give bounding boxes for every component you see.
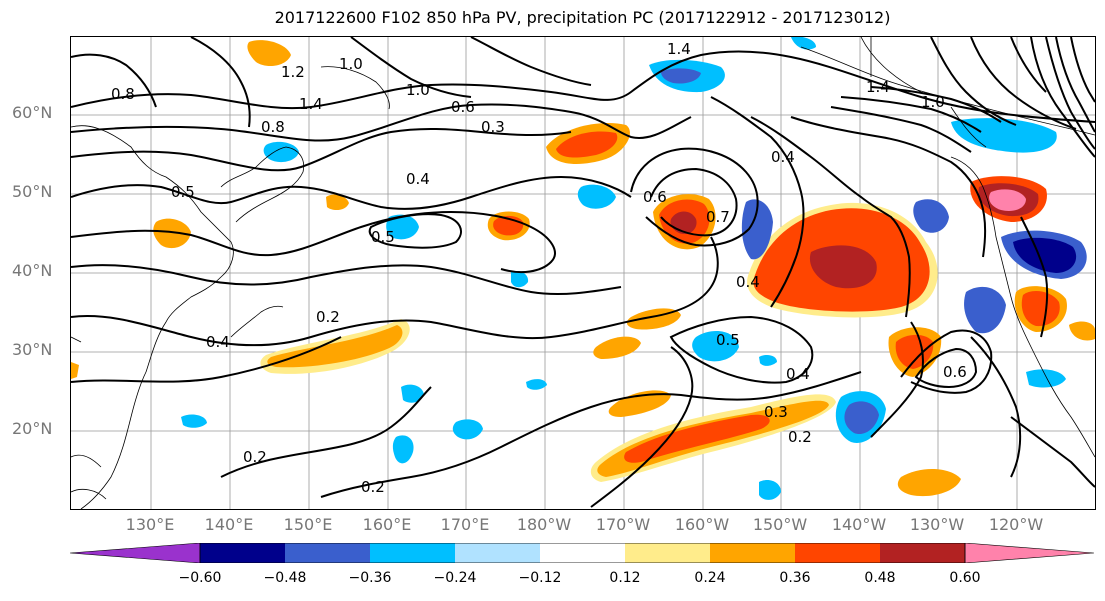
lon-label-180w: 180°W [516,515,572,534]
lon-label-150w: 150°W [752,515,808,534]
lon-label-140w: 140°W [831,515,887,534]
lon-label-160w: 160°W [674,515,730,534]
colorbar [69,542,1095,567]
contour-label: 0.4 [736,273,760,291]
colorbar-segment [370,543,455,563]
lon-label-130e: 130°E [125,515,175,534]
contour-label: 1.4 [299,95,323,113]
contour-label: 0.2 [788,428,812,446]
contour-label: 0.2 [316,308,340,326]
contour-label: 0.7 [706,208,730,226]
contour-label: 0.4 [771,148,795,166]
contour-label: 1.2 [281,63,305,81]
colorbar-segment [200,543,285,563]
precipitation-shading [71,37,1095,500]
map-title: 2017122600 F102 850 hPa PV, precipitatio… [274,8,891,27]
contour-label: 0.2 [361,478,385,496]
colorbar-tick: 0.12 [609,570,641,586]
contour-label: 0.5 [171,183,195,201]
contour-label: 0.8 [261,118,285,136]
lon-label-160e: 160°E [362,515,412,534]
contour-label: 1.4 [866,78,890,96]
contour-label: 0.6 [943,363,967,381]
contour-label: 0.5 [371,228,395,246]
colorbar-tick: −0.24 [433,570,477,586]
colorbar-segment [710,543,795,563]
lon-label-170e: 170°E [440,515,490,534]
colorbar-segment [880,543,965,563]
colorbar-tick: −0.36 [348,570,392,586]
contour-label: 1.0 [339,55,363,73]
lat-label-40n: 40°N [12,261,53,280]
map-canvas: 1.4 1.2 1.0 0.8 1.4 0.8 1.0 0.6 0.3 0.5 … [71,37,1095,509]
colorbar-svg [69,542,1095,564]
contour-label: 0.8 [111,85,135,103]
colorbar-segment [625,543,710,563]
contour-label: 0.5 [716,331,740,349]
contour-label: 1.4 [667,40,691,58]
colorbar-segment [540,543,625,563]
contour-label: 0.3 [764,403,788,421]
contour-label: 0.6 [451,98,475,116]
lat-label-60n: 60°N [12,103,53,122]
contour-label: 0.4 [786,365,810,383]
lon-label-130w: 130°W [909,515,965,534]
lon-label-140e: 140°E [204,515,254,534]
colorbar-tick: −0.60 [178,570,222,586]
lat-label-50n: 50°N [12,182,53,201]
colorbar-segment [69,542,201,564]
colorbar-tick: 0.60 [949,570,981,586]
contour-label: 1.0 [921,93,945,111]
colorbar-tick: 0.24 [694,570,726,586]
lon-label-170w: 170°W [595,515,651,534]
lat-label-30n: 30°N [12,340,53,359]
lon-label-120w: 120°W [988,515,1044,534]
contour-label: 0.4 [406,170,430,188]
lat-label-20n: 20°N [12,419,53,438]
colorbar-segment [455,543,540,563]
contour-label: 0.2 [243,448,267,466]
colorbar-segment [795,543,880,563]
contour-labels: 1.4 1.2 1.0 0.8 1.4 0.8 1.0 0.6 0.3 0.5 … [111,40,967,496]
contour-label: 0.4 [206,333,230,351]
colorbar-tick: 0.48 [864,570,896,586]
colorbar-tick: 0.36 [779,570,811,586]
contour-label: 0.3 [481,118,505,136]
pv-contours [71,37,1095,508]
contour-label: 0.6 [643,188,667,206]
lon-label-150e: 150°E [283,515,333,534]
colorbar-segment [964,542,1095,564]
colorbar-tick: −0.12 [518,570,562,586]
map-panel: 1.4 1.2 1.0 0.8 1.4 0.8 1.0 0.6 0.3 0.5 … [70,36,1096,510]
contour-label: 1.0 [406,81,430,99]
colorbar-tick: −0.48 [263,570,307,586]
colorbar-segment [285,543,370,563]
